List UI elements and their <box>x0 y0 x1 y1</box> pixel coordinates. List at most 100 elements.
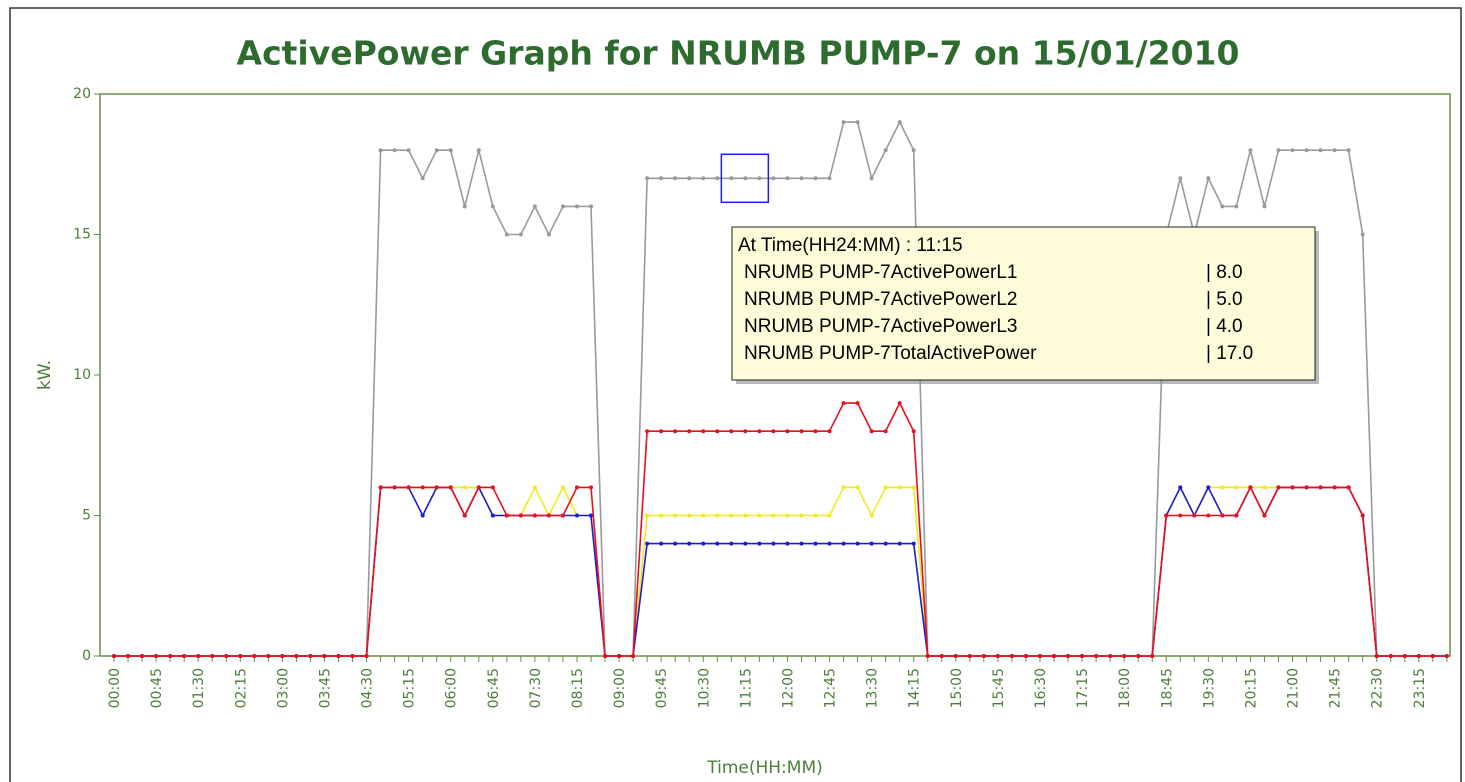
point <box>827 176 832 181</box>
point <box>1290 485 1295 490</box>
point <box>280 654 285 658</box>
point <box>1262 204 1267 209</box>
point <box>546 513 551 518</box>
point <box>1234 204 1239 209</box>
x-tick-label: 03:45 <box>317 668 333 708</box>
point <box>715 513 720 518</box>
point <box>771 176 776 181</box>
x-axis-title: Time(HH:MM) <box>706 758 823 778</box>
point <box>645 541 650 546</box>
point <box>715 176 720 181</box>
point <box>1108 654 1113 658</box>
point <box>1304 148 1309 153</box>
point <box>911 429 916 434</box>
x-tick-label: 10:30 <box>696 668 712 708</box>
point <box>911 485 916 490</box>
point <box>1066 654 1071 658</box>
point <box>785 513 790 518</box>
point <box>883 429 888 434</box>
point <box>322 654 327 658</box>
x-tick-label: 14:15 <box>907 668 923 708</box>
point <box>574 485 579 490</box>
point <box>743 513 748 518</box>
point <box>673 541 678 546</box>
point <box>645 513 650 518</box>
point <box>1332 485 1337 490</box>
point <box>252 654 257 658</box>
hover-marker <box>720 153 770 204</box>
point <box>855 541 860 546</box>
x-tick-label: 05:15 <box>402 668 418 708</box>
x-tick-label: 06:45 <box>486 668 502 708</box>
point <box>1206 513 1211 518</box>
point <box>350 654 355 658</box>
point <box>911 541 916 546</box>
point <box>659 429 664 434</box>
point <box>560 204 565 209</box>
point <box>1080 654 1085 658</box>
point <box>645 429 650 434</box>
point <box>1220 513 1225 518</box>
point <box>336 654 341 658</box>
point <box>743 176 748 181</box>
point <box>560 485 565 490</box>
point <box>855 485 860 490</box>
x-tick-label: 18:00 <box>1117 668 1133 708</box>
point <box>841 541 846 546</box>
point <box>631 654 636 658</box>
x-tick-label: 03:00 <box>275 668 291 708</box>
point <box>1290 148 1295 153</box>
x-tick-label: 18:45 <box>1159 668 1175 708</box>
point <box>715 429 720 434</box>
tooltip-value: | 17.0 <box>1206 343 1253 364</box>
y-tick-label: 0 <box>82 648 91 664</box>
point <box>546 232 551 237</box>
point <box>392 485 397 490</box>
point <box>729 541 734 546</box>
point <box>981 654 986 658</box>
point <box>813 176 818 181</box>
point <box>1234 485 1239 490</box>
point <box>813 429 818 434</box>
point <box>378 485 383 490</box>
point <box>224 654 229 658</box>
point <box>715 541 720 546</box>
point <box>1178 485 1183 490</box>
point <box>462 513 467 518</box>
tooltip <box>731 226 1316 381</box>
point <box>953 654 958 658</box>
point <box>687 429 692 434</box>
point <box>1416 654 1421 658</box>
point <box>1360 513 1365 518</box>
point <box>406 485 411 490</box>
point <box>757 176 762 181</box>
point <box>743 429 748 434</box>
point <box>196 654 201 658</box>
point <box>771 541 776 546</box>
point <box>1388 654 1393 658</box>
point <box>827 513 832 518</box>
point <box>392 148 397 153</box>
tooltip-name: NRUMB PUMP-7TotalActivePower <box>744 343 1037 364</box>
point <box>785 176 790 181</box>
x-tick-label: 19:30 <box>1201 668 1217 708</box>
point <box>1220 204 1225 209</box>
x-tick-label: 23:15 <box>1412 668 1428 708</box>
point <box>841 485 846 490</box>
point <box>266 654 271 658</box>
point <box>532 513 537 518</box>
point <box>827 541 832 546</box>
point <box>701 513 706 518</box>
point <box>1248 485 1253 490</box>
x-tick-label: 15:45 <box>991 668 1007 708</box>
point <box>154 654 159 658</box>
point <box>1332 148 1337 153</box>
point <box>238 654 243 658</box>
tooltip-header: At Time(HH24:MM) : 11:15 <box>738 235 963 256</box>
tooltip-name: NRUMB PUMP-7ActivePowerL3 <box>744 316 1017 337</box>
point <box>729 513 734 518</box>
point <box>1192 513 1197 518</box>
point <box>869 541 874 546</box>
point <box>308 654 313 658</box>
x-tick-label: 09:45 <box>654 668 670 708</box>
